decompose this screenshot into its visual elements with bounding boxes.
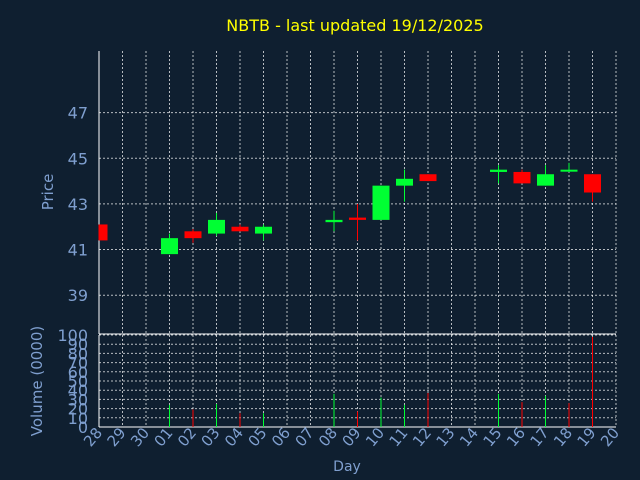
volume-panel: 0102030405060708090100282930010203040506… [57, 326, 623, 450]
candle-body [99, 224, 108, 241]
day-tick-label: 08 [315, 424, 341, 450]
day-tick-label: 11 [386, 424, 412, 450]
day-tick-label: 02 [174, 424, 200, 450]
day-tick-label: 19 [574, 424, 600, 450]
candle-body [231, 226, 249, 232]
day-tick-label: 09 [339, 424, 365, 450]
day-axis-label: Day [333, 459, 361, 475]
candle-body [419, 174, 437, 182]
day-tick-label: 14 [456, 424, 482, 450]
day-tick-label: 30 [127, 424, 153, 450]
day-tick-label: 29 [104, 424, 130, 450]
day-tick-label: 01 [151, 424, 177, 450]
price-tick-label: 47 [68, 104, 88, 123]
price-axis-label: Price [39, 174, 57, 211]
day-tick-label: 06 [268, 424, 294, 450]
candle-body [255, 226, 272, 234]
candle-body [396, 178, 413, 186]
day-tick-label: 15 [480, 424, 506, 450]
price-tick-label: 43 [68, 195, 88, 214]
candle-body [208, 219, 225, 234]
volume-tick-label: 50 [68, 372, 88, 391]
price-panel: 39 41 43 45 47 [68, 51, 617, 335]
day-tick-label: 07 [292, 424, 318, 450]
volume-tick-label: 80 [68, 344, 88, 363]
candle-body [490, 169, 507, 172]
volume-tick-label: 20 [68, 400, 88, 419]
day-tick-label: 05 [245, 424, 271, 450]
volume-tick-label: 90 [68, 335, 88, 354]
day-tick-label: 16 [503, 424, 529, 450]
candle-body [349, 217, 366, 220]
day-tick-label: 13 [433, 424, 459, 450]
candle-body [184, 231, 202, 239]
day-tick-label: 18 [550, 424, 576, 450]
day-tick-label: 10 [362, 424, 388, 450]
day-tick-label: 03 [198, 424, 224, 450]
candle-body [537, 174, 554, 186]
chart-title: NBTB - last updated 19/12/2025 [226, 16, 483, 35]
volume-tick-label: 100 [57, 326, 88, 345]
volume-tick-label: 0 [78, 418, 88, 437]
price-tick-label: 39 [68, 286, 88, 305]
candle-body [513, 171, 531, 184]
volume-tick-label: 40 [68, 381, 88, 400]
volume-axis-label: Volume (0000) [28, 326, 46, 436]
price-tick-label: 45 [68, 149, 88, 168]
volume-tick-label: 30 [68, 390, 88, 409]
candle-body [161, 238, 178, 255]
day-tick-label: 04 [221, 424, 247, 450]
day-tick-label: 20 [597, 424, 623, 450]
volume-tick-label: 60 [68, 363, 88, 382]
volume-tick-label: 70 [68, 354, 88, 373]
candle-body [325, 219, 343, 223]
day-tick-label: 17 [527, 424, 553, 450]
volume-tick-label: 10 [68, 409, 88, 428]
price-tick-label: 41 [68, 241, 88, 260]
day-tick-label: 12 [409, 424, 435, 450]
candle-body [584, 174, 601, 193]
candle-body [560, 169, 578, 172]
candle-body [372, 185, 390, 220]
